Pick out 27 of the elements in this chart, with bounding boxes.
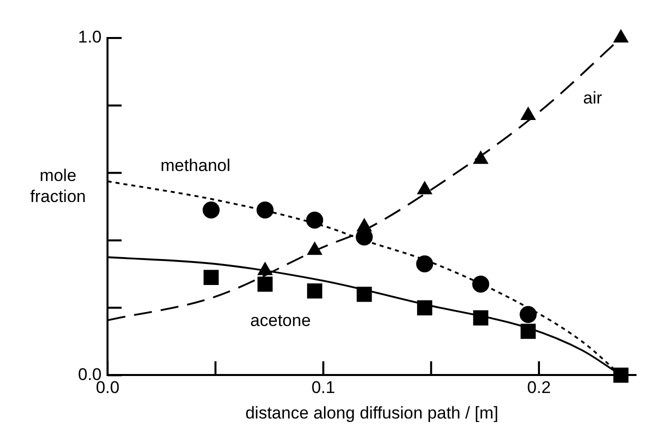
point xyxy=(202,201,220,218)
point xyxy=(204,270,219,285)
point xyxy=(356,286,372,302)
x-tick-label: 0.2 xyxy=(527,378,551,398)
point xyxy=(520,306,537,324)
annotation: air xyxy=(583,88,602,108)
annotation: methanol xyxy=(160,156,230,175)
point xyxy=(473,150,488,164)
point xyxy=(520,324,536,339)
point xyxy=(307,283,322,298)
point xyxy=(520,107,536,120)
x-axis-title: distance along diffusion path / [m] xyxy=(245,403,498,422)
point xyxy=(306,212,324,229)
point xyxy=(356,218,372,232)
y-axis-title: mole fraction xyxy=(29,165,87,207)
x-tick-label: 0.1 xyxy=(311,378,336,398)
point xyxy=(473,310,488,326)
point xyxy=(472,276,490,293)
y-tick-label: 1.0 xyxy=(78,28,102,47)
point xyxy=(416,255,434,272)
point xyxy=(257,276,273,292)
point xyxy=(417,181,432,194)
point xyxy=(613,368,628,383)
annotation: acetone xyxy=(250,310,311,330)
point xyxy=(613,30,628,42)
point xyxy=(256,201,274,218)
point xyxy=(417,300,432,316)
